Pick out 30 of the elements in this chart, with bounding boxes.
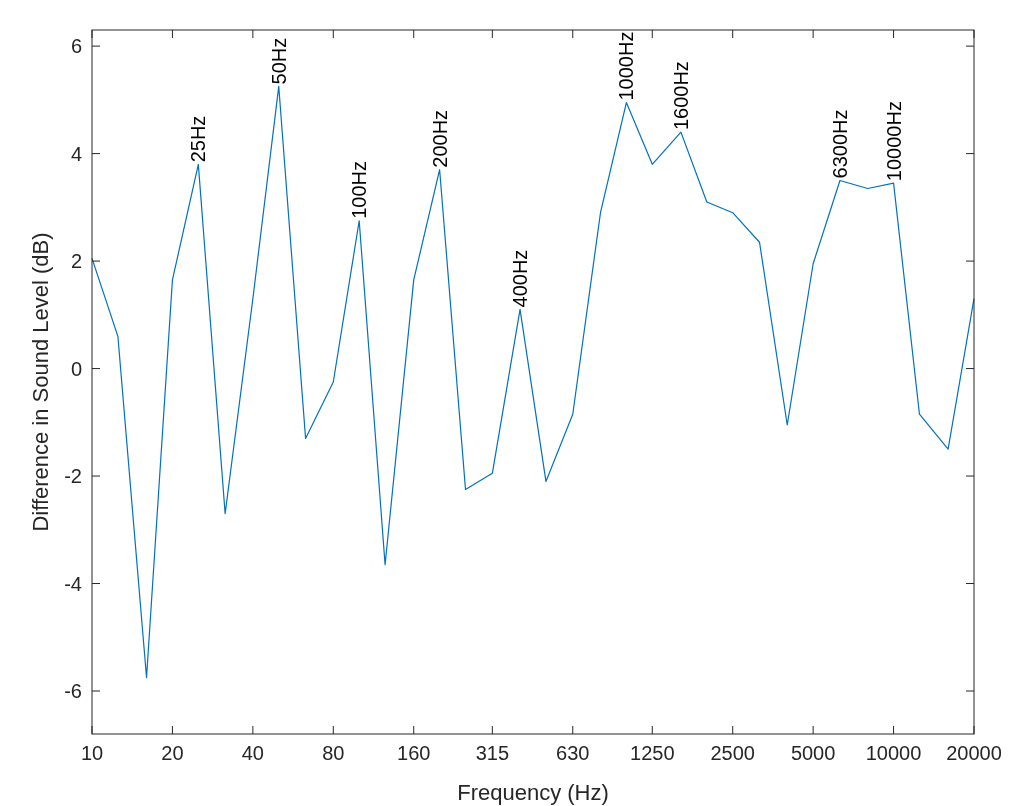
x-tick-label: 40	[241, 742, 264, 764]
x-tick-label: 10000	[865, 742, 922, 764]
annotation: 50Hz	[267, 37, 290, 85]
y-tick-label: 0	[70, 357, 82, 380]
annotation: 400Hz	[509, 249, 532, 308]
annotation: 1000Hz	[615, 31, 638, 101]
x-tick-label: 5000	[790, 742, 836, 764]
x-tick-label: 10	[80, 742, 104, 764]
y-tick-label: -2	[64, 465, 82, 488]
x-tick-label: 20000	[946, 742, 1002, 764]
x-axis-title: Frequency (Hz)	[457, 780, 609, 805]
x-tick-label: 160	[397, 742, 431, 764]
x-tick-label: 630	[556, 742, 590, 764]
annotation: 10000Hz	[882, 101, 905, 182]
y-tick-label: 4	[70, 142, 82, 165]
y-tick-label: -4	[64, 572, 82, 595]
annotation: 100Hz	[348, 160, 371, 219]
x-tick-label: 2500	[710, 742, 755, 764]
annotation: 25Hz	[187, 115, 210, 163]
y-axis-title: Difference in Sound Level (dB)	[28, 232, 53, 532]
x-tick-label: 80	[322, 742, 345, 764]
annotation: 6300Hz	[828, 109, 851, 179]
x-tick-label: 315	[475, 742, 510, 764]
y-tick-label: 2	[70, 250, 82, 273]
annotation: 200Hz	[428, 109, 451, 168]
x-tick-label: 20	[161, 742, 184, 764]
y-tick-label: -6	[64, 680, 82, 703]
y-tick-label: 6	[70, 35, 82, 58]
x-tick-label: 1250	[630, 742, 675, 764]
annotation: 1600Hz	[669, 61, 692, 131]
